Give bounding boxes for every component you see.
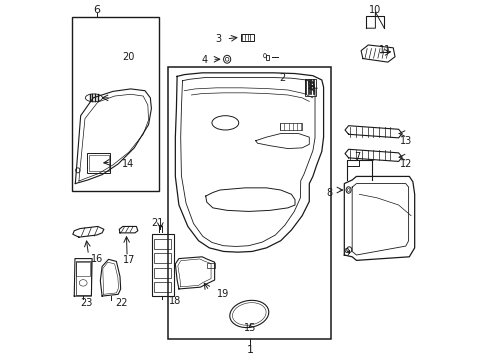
Text: 3: 3 [216,34,222,44]
Text: 17: 17 [122,255,135,265]
Bar [154,253,171,263]
Bar [152,234,173,296]
Bar [305,78,317,96]
Text: 22: 22 [116,298,128,308]
Bar [207,263,215,267]
Bar [241,33,253,41]
Text: 13: 13 [400,136,413,146]
Bar [87,153,110,173]
Text: 14: 14 [122,159,134,169]
Text: 7: 7 [354,152,361,162]
Bar [72,18,159,191]
Text: 23: 23 [80,298,92,308]
Text: 20: 20 [122,52,134,62]
Bar [154,239,171,249]
Bar [154,267,171,278]
Text: 15: 15 [244,323,257,333]
Text: 2: 2 [279,73,285,83]
Text: 19: 19 [218,289,230,299]
Text: 1: 1 [247,345,254,355]
Bar [76,262,90,276]
Bar [89,155,109,171]
Text: 9: 9 [344,248,350,258]
Bar [266,55,270,60]
Text: 18: 18 [169,296,181,306]
Bar [75,261,91,295]
Bar [154,282,171,292]
Text: 8: 8 [326,188,333,198]
Bar [280,123,302,130]
Text: 10: 10 [369,5,382,15]
Text: 4: 4 [201,55,207,65]
Bar [168,67,331,339]
Text: 21: 21 [151,218,164,228]
Text: 16: 16 [91,253,103,264]
Text: 11: 11 [379,45,391,55]
Text: 6: 6 [93,5,100,15]
Text: 12: 12 [400,159,413,169]
Text: 5: 5 [308,82,315,92]
